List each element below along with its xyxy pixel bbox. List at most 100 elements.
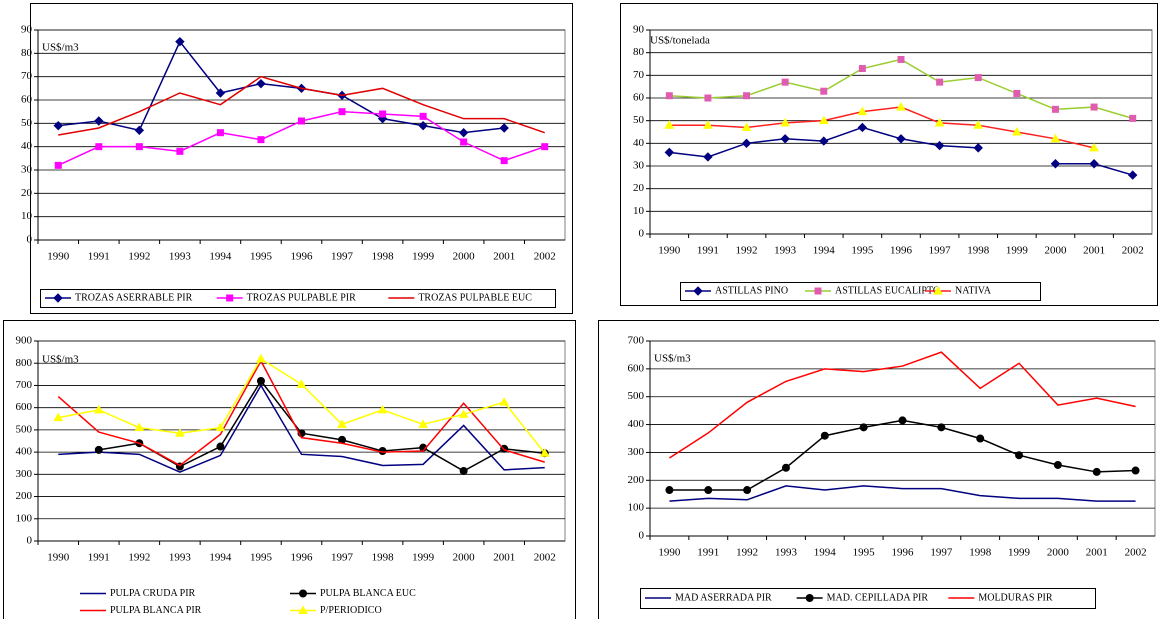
marker: [818, 115, 829, 125]
x-tick-label: 1993: [774, 245, 797, 257]
x-tick-label: 1998: [969, 547, 992, 559]
x-tick-label: 1992: [128, 251, 150, 263]
legend-frame: [40, 289, 556, 308]
series-line: [98, 379, 545, 472]
legend-label: PULPA BLANCA EUC: [320, 588, 416, 599]
marker: [665, 486, 674, 495]
legend-label: MAD. CEPILLADA PIR: [827, 592, 929, 603]
marker: [134, 422, 145, 432]
marker: [1089, 159, 1099, 169]
marker: [896, 134, 906, 144]
x-tick-label: 1991: [88, 552, 110, 564]
marker: [135, 143, 143, 151]
marker: [134, 125, 145, 136]
y-tick-label: 400: [16, 446, 33, 458]
marker: [781, 463, 790, 472]
marker: [743, 92, 751, 100]
annotation: US$/tonelada: [650, 35, 710, 47]
marker: [175, 36, 185, 47]
y-tick-label: 30: [633, 160, 645, 172]
marker: [94, 445, 103, 454]
legend-label: P/PERIODICO: [320, 605, 382, 616]
plot-area: [37, 340, 566, 542]
x-tick-label: 2002: [534, 251, 556, 263]
marker: [693, 286, 703, 296]
legend-label: TROZAS ASERRABLE PIR: [75, 292, 193, 303]
y-tick-label: 90: [21, 24, 33, 36]
marker: [377, 404, 388, 414]
x-tick-label: 1998: [372, 251, 395, 263]
marker: [741, 138, 752, 149]
marker: [857, 122, 868, 133]
y-tick-label: 20: [633, 182, 645, 194]
marker: [1050, 133, 1061, 143]
marker: [805, 594, 814, 602]
marker: [419, 112, 427, 120]
y-tick-label: 400: [628, 418, 645, 430]
y-tick-label: 300: [628, 446, 645, 458]
x-tick-label: 1991: [697, 245, 719, 257]
marker: [226, 294, 234, 302]
series-line: [669, 106, 1095, 149]
x-tick-label: 1996: [890, 245, 913, 257]
marker: [973, 143, 983, 153]
legend-marker: [299, 589, 307, 598]
plot-area: [649, 340, 1156, 537]
marker: [256, 377, 265, 385]
x-tick-label: 1992: [736, 245, 758, 257]
y-tick-label: 20: [21, 187, 33, 199]
marker: [459, 467, 468, 475]
legend-marker: [693, 286, 703, 296]
y-tick-label: 70: [21, 70, 33, 82]
marker: [458, 127, 469, 138]
y-tick-label: 80: [21, 47, 33, 59]
legend-label: MAD ASERRADA PIR: [675, 592, 772, 603]
y-tick-label: 0: [639, 530, 645, 542]
marker: [1092, 467, 1101, 476]
x-tick-label: 1993: [775, 547, 798, 559]
marker: [973, 120, 984, 129]
annotation: US$/m3: [654, 353, 691, 365]
x-tick-label: 1999: [1006, 245, 1029, 257]
x-tick-label: 1993: [169, 552, 192, 564]
marker: [1013, 89, 1021, 97]
marker: [215, 422, 226, 432]
marker: [703, 120, 713, 129]
plot-area: [37, 29, 566, 241]
legend-label: TROZAS PULPABLE PIR: [247, 292, 356, 303]
y-tick-label: 90: [633, 24, 645, 36]
marker: [937, 423, 946, 432]
marker: [95, 143, 103, 151]
y-tick-label: 900: [16, 335, 33, 347]
marker: [820, 431, 829, 440]
x-tick-label: 1990: [47, 251, 70, 263]
y-tick-label: 40: [21, 140, 33, 152]
marker: [1129, 114, 1137, 122]
marker: [298, 605, 308, 614]
series-line: [669, 351, 1136, 459]
marker: [94, 116, 104, 126]
marker: [256, 353, 266, 363]
x-tick-label: 2001: [493, 552, 515, 564]
marker: [896, 102, 906, 111]
x-tick-label: 1990: [658, 245, 681, 257]
marker: [974, 74, 982, 82]
chart: 0 10 20 30 40 50 60 70 80 90 1990 1991 1992 1993 1994 1…: [620, 3, 1158, 306]
x-tick-label: 1998: [372, 552, 395, 564]
y-tick-label: 70: [633, 69, 645, 81]
marker: [53, 412, 64, 422]
marker: [256, 78, 266, 89]
marker: [936, 78, 944, 86]
marker: [704, 486, 713, 495]
y-tick-label: 0: [639, 228, 645, 240]
y-tick-label: 200: [16, 490, 33, 502]
marker: [499, 123, 509, 133]
series-line: [58, 383, 545, 473]
chart: 0 10 20 30 40 50 60 70 80 90 1990 1991 1992 1993 1994 1…: [21, 3, 573, 314]
x-tick-label: 1991: [697, 547, 719, 559]
series-line: [58, 75, 545, 136]
legend-label: ASTILLAS PINO: [715, 285, 788, 296]
marker: [704, 94, 712, 102]
x-tick-label: 2000: [453, 552, 476, 564]
